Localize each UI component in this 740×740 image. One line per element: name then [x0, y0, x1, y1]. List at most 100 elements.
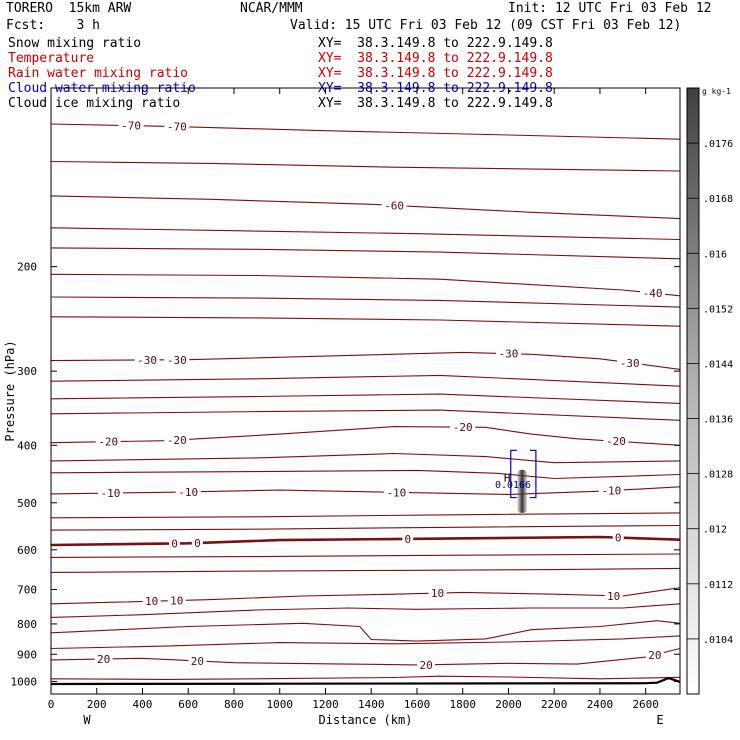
isotherm-label-bg [604, 589, 623, 602]
isotherm-line [50, 524, 681, 531]
y-tick-label: 600 [17, 544, 37, 557]
x-tick-label: 0 [48, 698, 55, 711]
isotherm-line [50, 393, 681, 404]
x-tick-label: 2400 [587, 698, 614, 711]
isotherm-line [50, 603, 681, 618]
isotherm-line [50, 675, 681, 680]
isotherm-line [50, 635, 681, 650]
isotherm-line [50, 195, 681, 220]
isotherm-label: 10 [145, 595, 158, 608]
x-axis-label: Distance (km) [319, 713, 413, 727]
isotherm-label-bg [175, 485, 201, 498]
isotherm-label-bg [118, 119, 144, 132]
x-tick-label: 1600 [404, 698, 431, 711]
isotherm-label-bg [495, 347, 521, 360]
field-name-temperature: Temperature [8, 51, 95, 66]
isotherm-label: -70 [121, 120, 141, 133]
header-fcst: Fcst: 3 h [6, 18, 100, 33]
isotherm-label: -30 [137, 354, 157, 367]
field-name-rain: Rain water mixing ratio [8, 66, 189, 81]
x-tick-label: 2000 [495, 698, 522, 711]
isotherm-line [50, 512, 681, 519]
isotherm-line [50, 409, 681, 421]
isotherm-label: -30 [499, 348, 519, 361]
header-center: NCAR/MMM [240, 1, 303, 16]
isotherm-line [50, 567, 681, 573]
isotherm-label-bg [598, 484, 624, 497]
isotherm-line [50, 160, 681, 172]
isotherm-contours: -70 -70 -60 -40 -30 -30 -30 -30 -20 -20 -20 -20 -10 -… [50, 119, 681, 686]
isotherm-label: 10 [431, 587, 444, 600]
isotherm-label: 10 [607, 590, 620, 603]
isotherm-label-bg [603, 435, 629, 448]
y-tick-label: 900 [17, 648, 37, 661]
isotherm-label-bg [645, 648, 664, 661]
isotherm-label: -60 [384, 199, 404, 212]
axes: 0 200 400 600 800 1000 1200 1400 1600 1800 2000 220… [3, 88, 680, 727]
colorbar-tick-label: .0144 [703, 359, 733, 370]
isotherm-line [50, 535, 681, 547]
x-tick-label: 600 [178, 698, 198, 711]
isotherm-label: -70 [167, 121, 187, 134]
y-tick-label: 400 [17, 439, 37, 452]
y-tick-label: 1000 [11, 675, 38, 688]
feature-markers: H0.0166 [495, 449, 537, 513]
plot-frame [50, 87, 681, 695]
isotherm-label-bg [383, 486, 409, 499]
isotherm-label-bg [428, 587, 447, 600]
field-name-snow: Snow mixing ratio [8, 36, 142, 51]
colorbar-tick-label: .0104 [703, 635, 733, 646]
isotherm-label-bg [381, 199, 407, 212]
y-tick-label: 500 [17, 497, 37, 510]
isotherm-label: 0 [405, 533, 412, 546]
isotherm-label: -20 [453, 421, 473, 434]
colorbar-tick-label: .0128 [703, 470, 733, 481]
colorbar-tick-label: .016 [703, 249, 727, 260]
isotherm-line [50, 273, 681, 297]
x-tick-label: 200 [87, 698, 107, 711]
high-marker: H [504, 471, 511, 484]
isotherm-label: 10 [170, 595, 183, 608]
isotherm-label: 20 [419, 659, 432, 672]
field-xy-rain: XY= 38.3.149.8 to 222.9.149.8 [318, 66, 553, 81]
colorbar-tick-label: .0112 [703, 580, 733, 591]
isotherm-line [50, 296, 681, 308]
isotherm-label: -30 [620, 357, 640, 370]
field-xy-snow: XY= 38.3.149.8 to 222.9.149.8 [318, 36, 553, 51]
x-axis-west-label: W [83, 713, 91, 727]
isotherm-label-bg [612, 531, 624, 544]
x-tick-label: 400 [133, 698, 153, 711]
isotherm-label-bg [402, 532, 414, 545]
isotherm-label: -20 [606, 435, 626, 448]
isotherm-label: -20 [98, 436, 118, 449]
isotherm-label: 0 [171, 537, 178, 550]
colorbar-tick-label: .0136 [703, 415, 733, 426]
x-tick-label: 1400 [358, 698, 385, 711]
isotherm-label-bg [617, 356, 643, 369]
isotherm-label-bg [97, 487, 123, 500]
isotherm-line [50, 247, 681, 260]
header-model: TORERO 15km ARW [6, 1, 132, 16]
y-axis-label: Pressure (hPa) [3, 340, 17, 441]
field-name-cloud-ice: Cloud ice mixing ratio [8, 96, 181, 111]
colorbar-tick-label: .0168 [703, 194, 733, 205]
isotherm-label: 0 [194, 537, 201, 550]
isotherm-label: -10 [386, 486, 406, 499]
isotherm-line [50, 374, 681, 387]
isotherm-label-bg [191, 536, 203, 549]
isotherm-label-bg [142, 595, 161, 608]
x-axis-east-label: E [656, 713, 663, 727]
colorbar-unit-label: g kg-1 [702, 87, 731, 96]
isotherm-label-bg [134, 353, 160, 366]
isotherm-line [50, 469, 681, 480]
isotherm-line [50, 123, 681, 140]
isotherm-label-bg [450, 421, 476, 434]
header-init: Init: 12 UTC Fri 03 Feb 12 [508, 1, 712, 16]
isotherm-label: 20 [97, 653, 110, 666]
colorbar-tick-label: .012 [703, 525, 727, 536]
isotherm-line [50, 316, 681, 327]
x-tick-label: 2600 [632, 698, 659, 711]
cloud-water-contour [510, 449, 537, 499]
isotherm-label: 0 [615, 532, 622, 545]
